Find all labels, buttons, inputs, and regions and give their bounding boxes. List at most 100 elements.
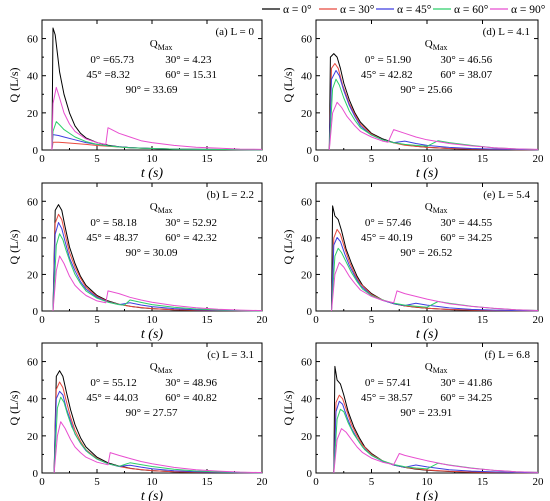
x-tick-label: 20 <box>257 153 269 165</box>
y-axis-label: Q (L/s) <box>7 391 21 426</box>
y-tick-label: 60 <box>27 357 39 369</box>
y-axis-label: Q (L/s) <box>281 68 295 103</box>
x-axis-label: t (s) <box>416 327 439 342</box>
x-tick-label: 5 <box>369 476 375 488</box>
series-line <box>52 213 263 312</box>
qmax-title: QMax <box>150 38 173 52</box>
legend-label: α = 0° <box>283 4 312 16</box>
qmax-value: 90° = 30.09 <box>126 247 178 259</box>
y-tick-label: 20 <box>301 431 313 443</box>
qmax-value: 0° = 51.90 <box>365 54 412 66</box>
x-tick-label: 10 <box>422 476 434 488</box>
qmax-value: 30° = 41.86 <box>440 377 492 389</box>
qmax-value: 30° = 52.92 <box>165 217 217 229</box>
qmax-value: 0° = 57.41 <box>365 377 411 389</box>
legend-item: α = 45° <box>376 4 432 16</box>
series-line <box>328 70 539 151</box>
panel-label: (b) L = 2.2 <box>207 189 254 201</box>
x-tick-label: 5 <box>369 153 375 165</box>
y-tick-label: 20 <box>301 269 313 281</box>
y-tick-label: 40 <box>301 394 313 406</box>
qmax-value: 60° = 34.25 <box>440 392 492 404</box>
qmax-title: QMax <box>425 38 448 52</box>
series-line <box>53 370 263 474</box>
chart-panel: 0 5 10 15 20 0 20 40 60 t (s) Q (L/s) (c) L = 3.1 QM… <box>7 342 269 501</box>
x-tick-label: 10 <box>422 314 434 326</box>
legend-label: α = 45° <box>397 4 432 16</box>
series-line <box>51 86 263 151</box>
y-tick-label: 60 <box>27 34 39 46</box>
x-tick-label: 10 <box>147 476 159 488</box>
legend-item: α = 0° <box>262 4 312 16</box>
legend-item: α = 60° <box>433 4 489 16</box>
qmax-value: 30° = 48.96 <box>165 377 217 389</box>
qmax-title: QMax <box>425 361 448 375</box>
qmax-value: 90° = 27.57 <box>126 407 178 419</box>
series-line <box>53 396 263 474</box>
series-line <box>51 121 263 151</box>
x-tick-label: 15 <box>477 476 489 488</box>
qmax-value: 0° = 58.18 <box>90 217 137 229</box>
qmax-value: 90° = 23.91 <box>400 407 452 419</box>
legend-label: α = 90° <box>511 4 546 16</box>
panel-label: (c) L = 3.1 <box>207 349 254 361</box>
qmax-value: 45° =8.32 <box>86 69 130 81</box>
y-tick-label: 20 <box>27 108 39 120</box>
panel-label: (f) L = 6.8 <box>484 349 530 361</box>
x-tick-label: 20 <box>533 314 545 326</box>
y-tick-label: 0 <box>307 145 313 157</box>
series-line <box>53 381 263 474</box>
x-tick-label: 0 <box>39 314 45 326</box>
x-tick-label: 15 <box>477 314 489 326</box>
y-axis-label: Q (L/s) <box>7 230 21 265</box>
series-line <box>333 428 539 474</box>
panel-label: (e) L = 5.4 <box>483 189 530 201</box>
x-axis-label: t (s) <box>141 327 164 342</box>
qmax-value: 45° = 44.03 <box>86 392 138 404</box>
y-tick-label: 0 <box>307 306 313 318</box>
legend-item: α = 30° <box>319 4 375 16</box>
x-axis-label: t (s) <box>141 489 164 501</box>
y-tick-label: 40 <box>301 233 313 245</box>
x-axis-label: t (s) <box>141 166 164 181</box>
qmax-title: QMax <box>425 201 448 215</box>
x-tick-label: 20 <box>533 153 545 165</box>
x-tick-label: 15 <box>477 153 489 165</box>
legend-label: α = 60° <box>454 4 489 16</box>
qmax-value: 90° = 25.66 <box>400 84 452 96</box>
series-line <box>328 101 539 151</box>
series-line <box>52 233 263 312</box>
x-tick-label: 10 <box>147 153 159 165</box>
qmax-value: 30° = 44.55 <box>440 217 492 229</box>
x-tick-label: 5 <box>94 314 100 326</box>
y-tick-label: 40 <box>27 394 39 406</box>
chart-panel: 0 5 10 15 20 0 20 40 60 t (s) Q (L/s) (a) L = 0 QMax… <box>7 19 269 181</box>
y-tick-label: 60 <box>301 357 313 369</box>
chart-panel: 0 5 10 15 20 0 20 40 60 t (s) Q (L/s) (b) L = 2.2 QM… <box>7 182 269 342</box>
qmax-value: 90° = 33.69 <box>126 84 178 96</box>
panel-label: (d) L = 4.1 <box>483 26 530 38</box>
y-tick-label: 0 <box>33 468 39 480</box>
x-tick-label: 20 <box>257 314 269 326</box>
x-tick-label: 10 <box>147 314 159 326</box>
y-tick-label: 20 <box>27 269 39 281</box>
x-tick-label: 15 <box>202 314 214 326</box>
panel-label: (a) L = 0 <box>216 26 255 38</box>
qmax-value: 60° = 40.82 <box>165 392 217 404</box>
series-line <box>53 421 263 474</box>
x-tick-label: 10 <box>422 153 434 165</box>
qmax-title: QMax <box>150 201 173 215</box>
x-tick-label: 20 <box>257 476 269 488</box>
y-tick-label: 40 <box>27 71 39 83</box>
y-axis-label: Q (L/s) <box>7 68 21 103</box>
y-tick-label: 60 <box>301 34 313 46</box>
series-line <box>52 222 263 312</box>
y-axis-label: Q (L/s) <box>281 230 295 265</box>
qmax-value: 60° = 34.25 <box>440 232 492 244</box>
legend: α = 0° α = 30° α = 45° α = 60° α = 90° <box>262 4 546 16</box>
y-tick-label: 20 <box>27 431 39 443</box>
qmax-value: 45° = 40.19 <box>361 232 413 244</box>
legend-label: α = 30° <box>340 4 375 16</box>
qmax-value: 45° = 48.37 <box>86 232 138 244</box>
